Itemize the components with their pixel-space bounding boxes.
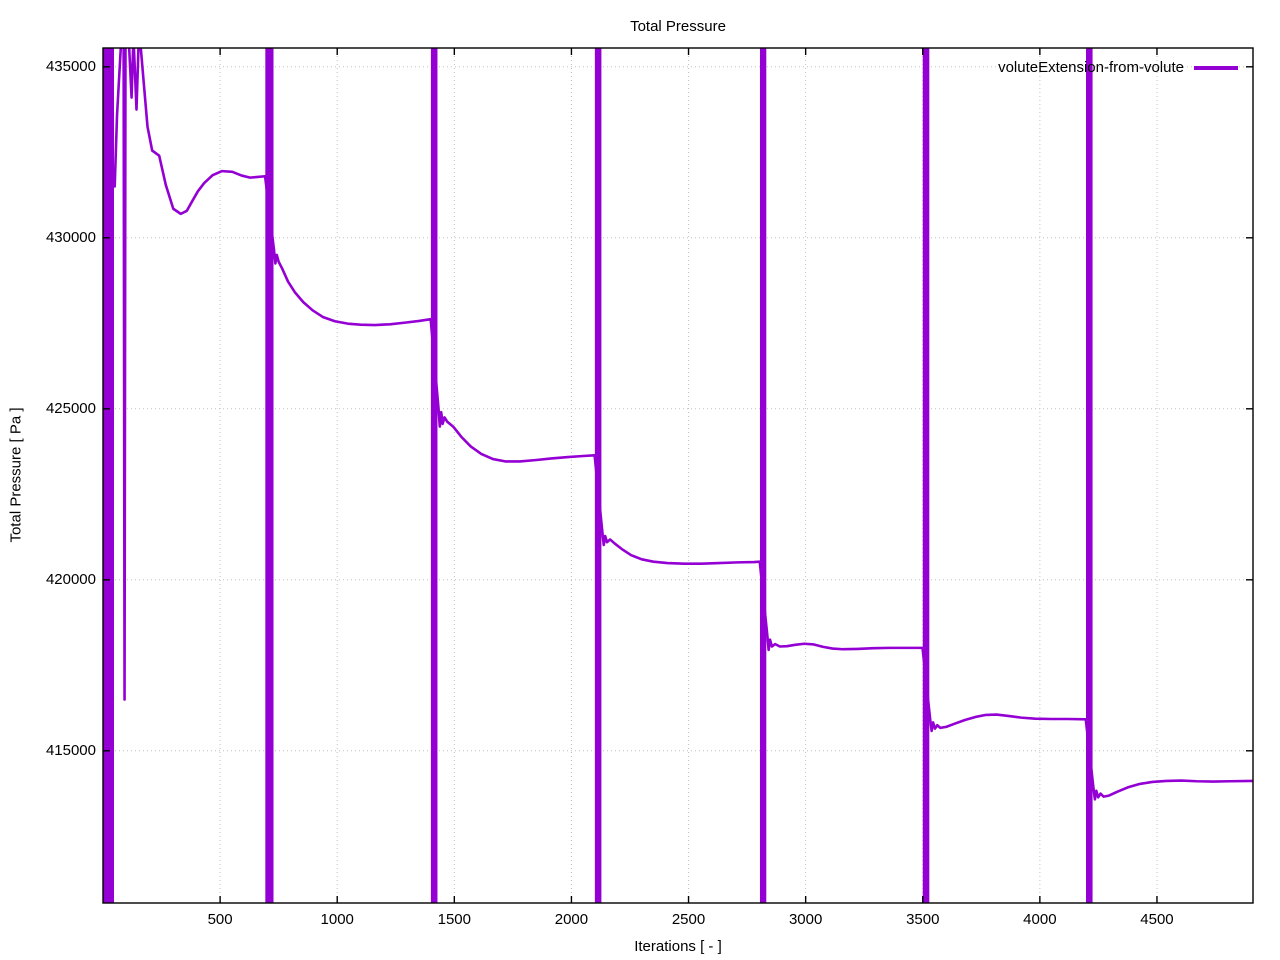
y-axis-label: Total Pressure [ Pa ] xyxy=(7,407,25,543)
x-tick-label: 1000 xyxy=(320,911,354,928)
y-tick-label: 430000 xyxy=(45,228,96,246)
y-tick-label: 435000 xyxy=(45,57,96,75)
x-tick-label: 2500 xyxy=(671,911,706,928)
y-tick-label: 415000 xyxy=(45,741,96,759)
x-tick-label: 3000 xyxy=(788,911,823,928)
x-tick-label: 4500 xyxy=(1140,911,1174,928)
chart-title: Total Pressure xyxy=(630,18,726,35)
x-tick-label: 500 xyxy=(207,911,233,928)
x-axis-label: Iterations [ - ] xyxy=(634,938,722,955)
x-tick-label: 1500 xyxy=(437,911,471,928)
legend-series-label: voluteExtension-from-volute xyxy=(998,59,1184,76)
x-tick-label: 2000 xyxy=(554,911,589,928)
legend: voluteExtension-from-volute xyxy=(998,59,1238,76)
y-tick-label: 425000 xyxy=(45,399,96,417)
y-tick-label: 420000 xyxy=(45,570,96,588)
legend-line-swatch xyxy=(1194,65,1238,70)
x-tick-label: 3500 xyxy=(906,911,940,928)
x-tick-label: 4000 xyxy=(1023,911,1057,928)
